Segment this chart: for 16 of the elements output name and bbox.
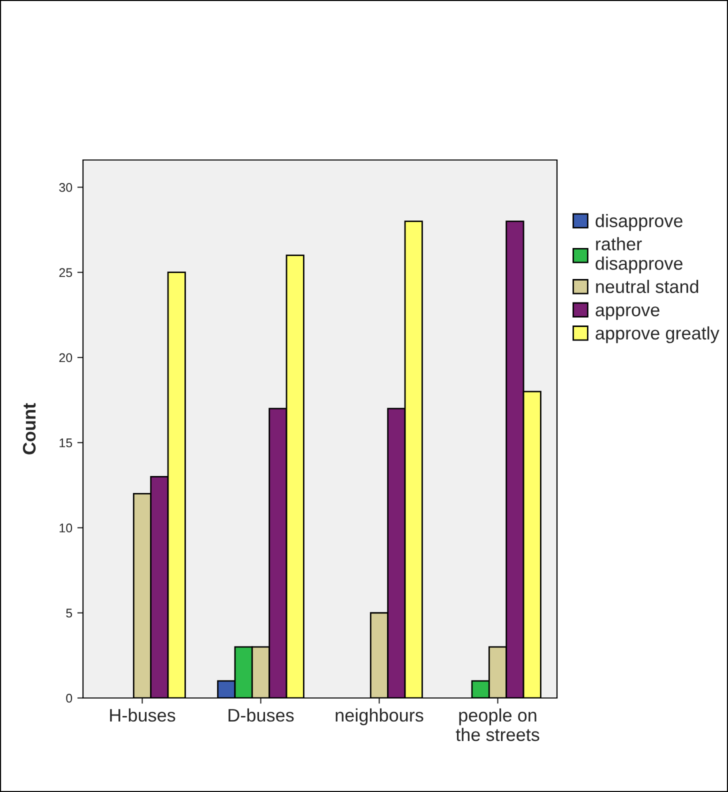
- x-tick-label: D-buses: [228, 708, 294, 722]
- y-tick-label: 20: [59, 353, 72, 362]
- legend-label: approve greatly: [596, 326, 720, 344]
- y-tick-label: 25: [59, 268, 72, 278]
- legend-label: neutral stand: [596, 280, 698, 294]
- y-axis-title: Count: [22, 403, 36, 454]
- x-tick-label: neighbours: [336, 708, 424, 726]
- y-tick-label: 5: [66, 608, 72, 618]
- y-tick-label: 30: [59, 183, 72, 192]
- legend-label: approve: [596, 306, 660, 320]
- y-tick-label: 10: [60, 524, 72, 532]
- y-tick-label: 15: [60, 438, 72, 448]
- legend-label: disapprove: [596, 214, 682, 231]
- x-tick-label: people on the streets: [456, 708, 540, 742]
- x-tick-label: H-buses: [110, 708, 176, 722]
- y-tick-label: 0: [66, 694, 72, 703]
